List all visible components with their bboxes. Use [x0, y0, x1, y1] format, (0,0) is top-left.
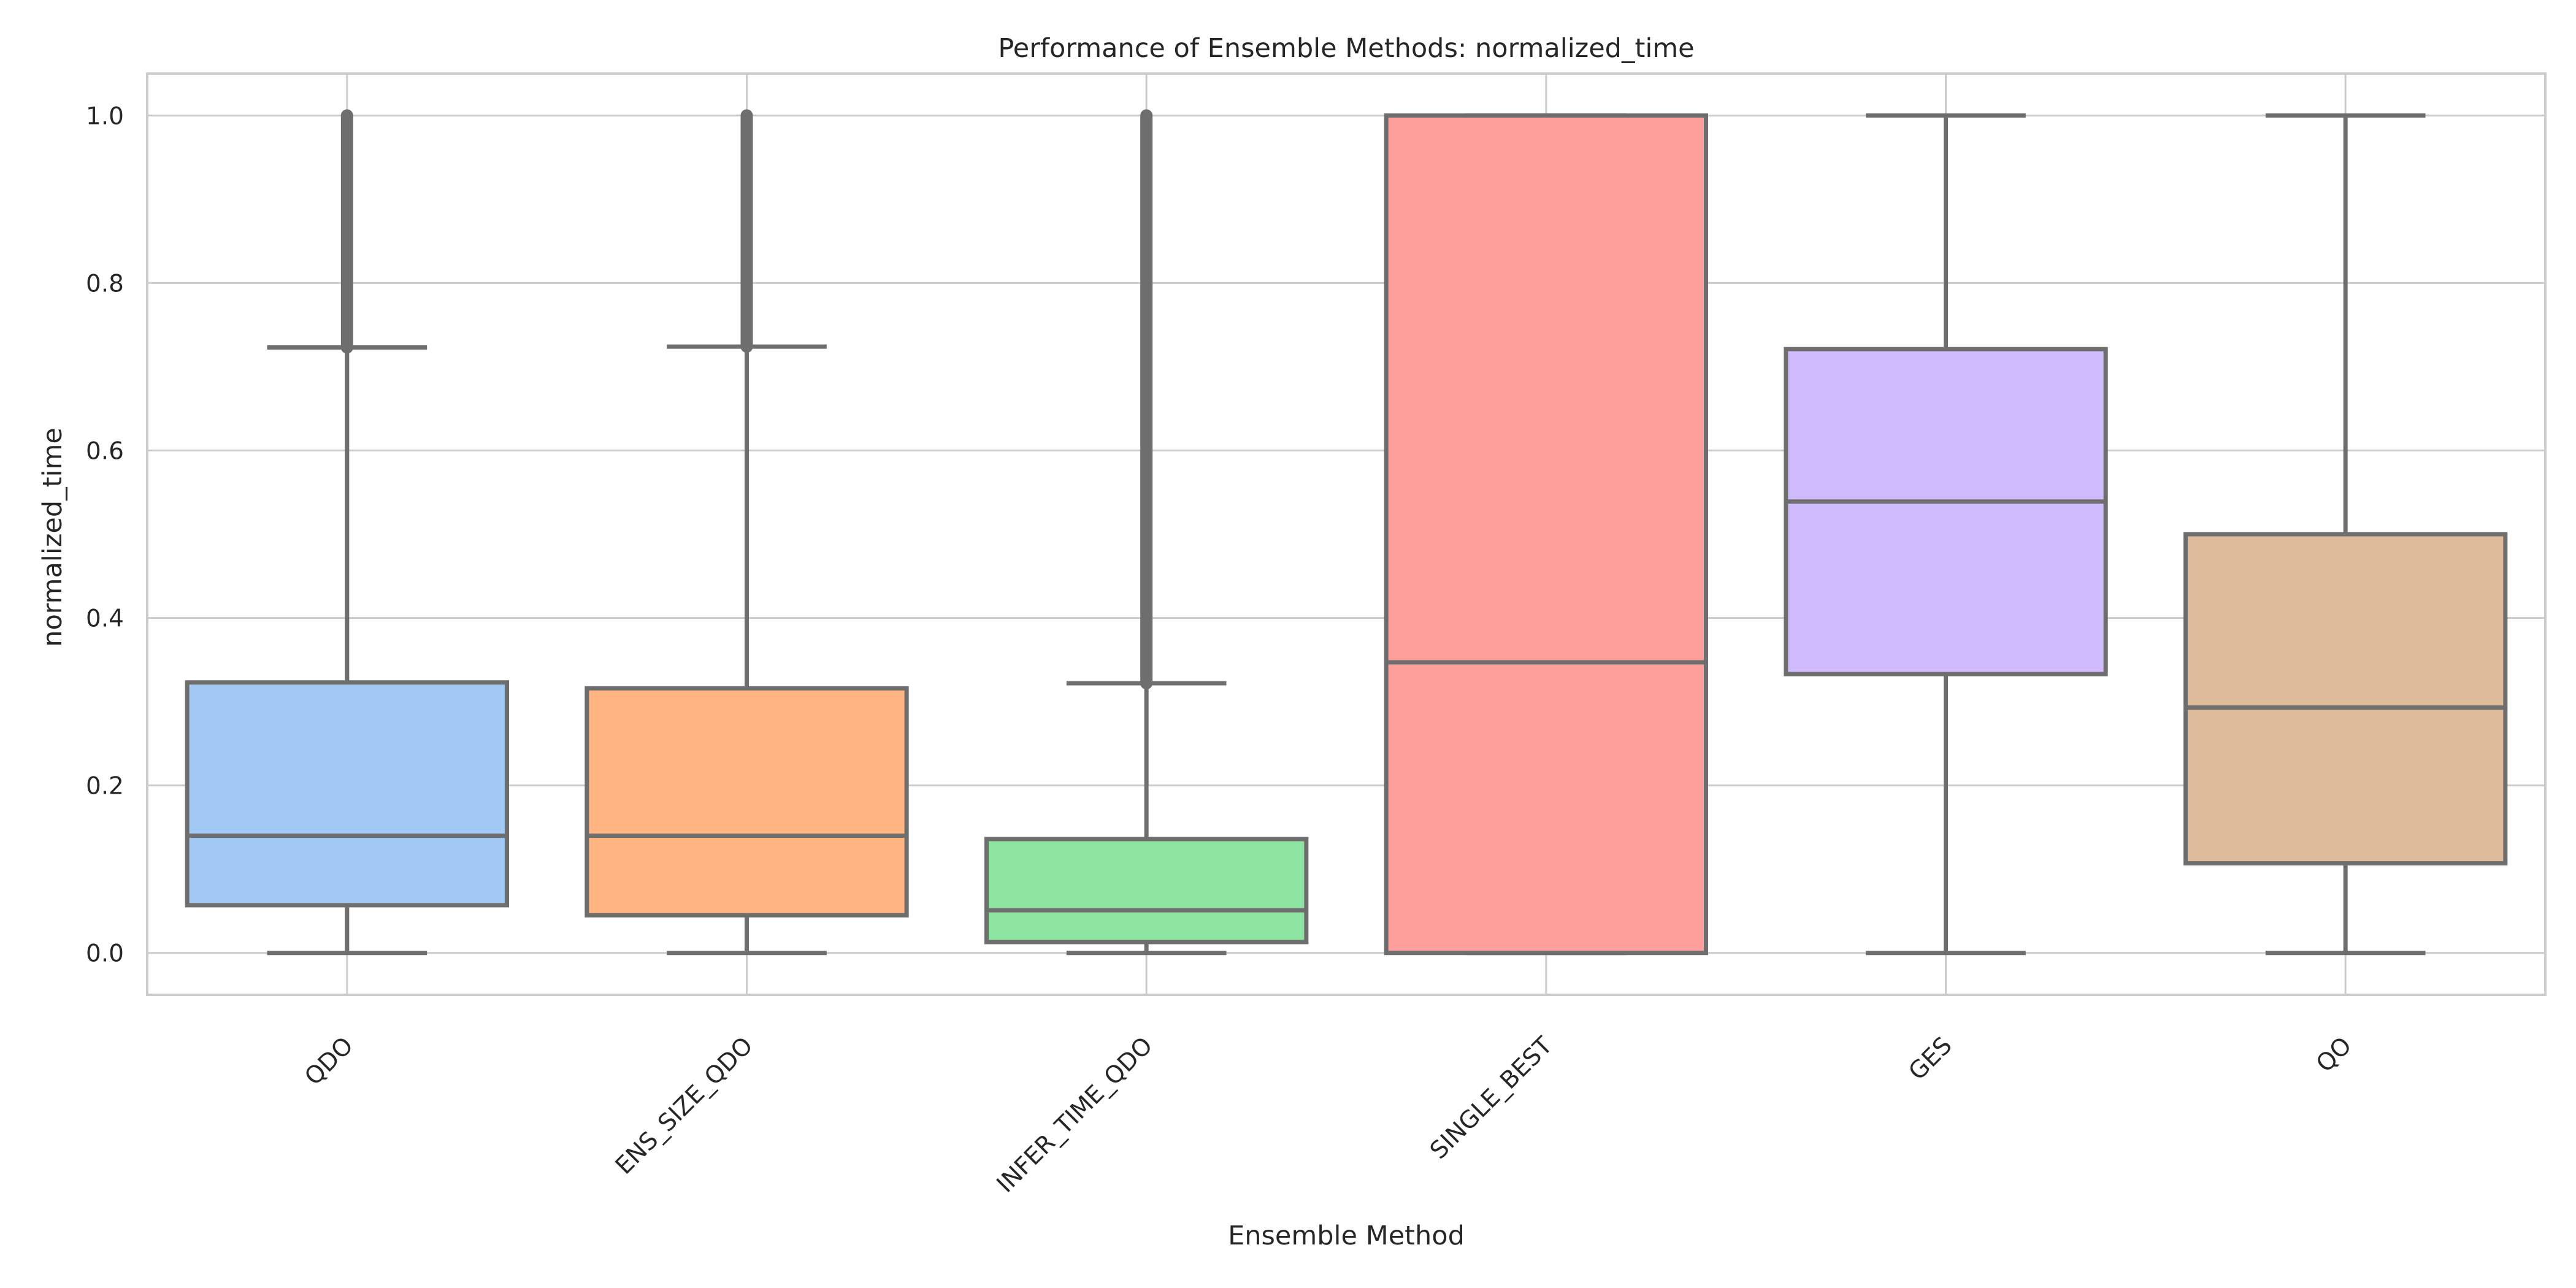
- box-ges: [1784, 113, 2108, 956]
- box-infer-time-qdo: [984, 109, 1309, 956]
- y-axis-label: normalized_time: [37, 427, 68, 647]
- x-tick-label: GES: [1903, 1032, 1957, 1086]
- y-tick-label: 0.8: [86, 270, 124, 297]
- x-tick-label: QO: [2311, 1032, 2357, 1078]
- box-iqr: [984, 837, 1309, 945]
- box-ens-size-qdo: [585, 109, 909, 956]
- box-iqr: [1784, 347, 2108, 677]
- box-iqr: [585, 686, 909, 918]
- box-qo: [2183, 113, 2508, 956]
- boxes-layer: [185, 109, 2508, 956]
- x-axis-label: Ensemble Method: [1228, 1221, 1465, 1251]
- y-tick-label: 0.2: [86, 773, 124, 800]
- box-qdo: [185, 109, 509, 956]
- plot-frame: [146, 72, 2547, 996]
- y-tick-label: 0.0: [86, 940, 124, 968]
- y-tick-label: 0.4: [86, 605, 124, 633]
- x-tick-label: QDO: [299, 1032, 358, 1091]
- y-axis-ticks: 0.0 0.2 0.4 0.6 0.8 1.0: [86, 102, 124, 967]
- x-tick-label: INFER_TIME_QDO: [992, 1032, 1158, 1198]
- x-axis-ticks: QDO ENS_SIZE_QDO INFER_TIME_QDO SINGLE_BEST…: [299, 1032, 2357, 1198]
- y-tick-label: 0.6: [86, 437, 124, 465]
- y-tick-label: 1.0: [86, 102, 124, 130]
- x-tick-label: SINGLE_BEST: [1425, 1032, 1558, 1165]
- box-single-best: [1384, 113, 1709, 956]
- box-iqr: [2183, 532, 2508, 866]
- box-iqr: [185, 680, 509, 908]
- x-tick-label: ENS_SIZE_QDO: [610, 1032, 759, 1180]
- box-iqr: [1384, 113, 1709, 956]
- chart-title: Performance of Ensemble Methods: normali…: [998, 33, 1694, 64]
